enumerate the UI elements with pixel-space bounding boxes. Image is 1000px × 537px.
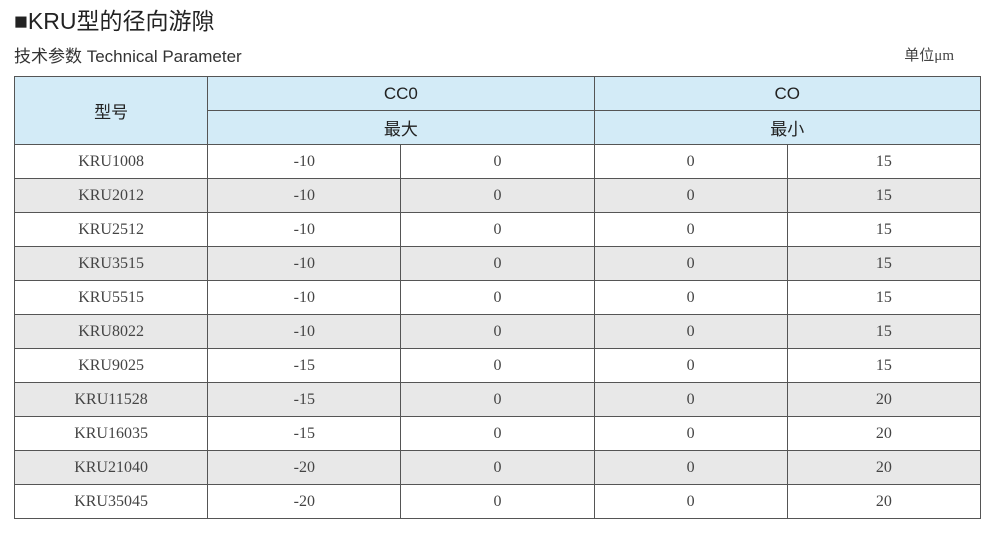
model-cell: KRU2012 (13, 178, 209, 213)
model-cell: KRU9025 (13, 348, 209, 383)
model-cell: KRU35045 (13, 484, 209, 519)
table-row: KRU21040 -20 0 0 20 (13, 450, 982, 485)
table-row: KRU9025 -15 0 0 15 (13, 348, 982, 383)
value-cell: -15 (207, 382, 402, 417)
value-cell: -10 (207, 314, 402, 349)
table-row: KRU11528 -15 0 0 20 (13, 382, 982, 417)
value-cell: 0 (593, 280, 788, 315)
value-cell: 15 (786, 314, 982, 349)
value-cell: 0 (400, 348, 595, 383)
model-cell: KRU2512 (13, 212, 209, 247)
table-row: KRU3515 -10 0 0 15 (13, 246, 982, 281)
value-cell: 0 (593, 484, 788, 519)
value-cell: -10 (207, 246, 402, 281)
value-cell: 0 (400, 416, 595, 451)
value-cell: 0 (400, 212, 595, 247)
value-cell: -10 (207, 144, 402, 179)
value-cell: 0 (400, 246, 595, 281)
value-cell: -15 (207, 416, 402, 451)
header-cc0-max: 最大 (207, 110, 595, 145)
value-cell: 20 (786, 450, 982, 485)
header-cc0: CC0 (207, 76, 595, 111)
value-cell: 0 (400, 144, 595, 179)
value-cell: -15 (207, 348, 402, 383)
table-row: KRU8022 -10 0 0 15 (13, 314, 982, 349)
value-cell: 0 (593, 178, 788, 213)
value-cell: 0 (400, 450, 595, 485)
value-cell: 0 (400, 178, 595, 213)
value-cell: 0 (400, 484, 595, 519)
value-cell: 0 (593, 416, 788, 451)
value-cell: -10 (207, 212, 402, 247)
clearance-table: 型号 CC0 CO 最大 最小 KRU1008 -10 0 0 15 KRU2012 -10… (13, 76, 982, 519)
value-cell: -20 (207, 450, 402, 485)
page-title: ■KRU型的径向游隙 (14, 8, 215, 34)
section-subtitle: 技术参数 Technical Parameter (14, 47, 242, 66)
table-row: KRU5515 -10 0 0 15 (13, 280, 982, 315)
table-row: KRU2012 -10 0 0 15 (13, 178, 982, 213)
model-cell: KRU3515 (13, 246, 209, 281)
header-co: CO (593, 76, 982, 111)
value-cell: 0 (593, 212, 788, 247)
value-cell: 15 (786, 246, 982, 281)
value-cell: 0 (593, 348, 788, 383)
value-cell: 0 (400, 280, 595, 315)
table-body: KRU1008 -10 0 0 15 KRU2012 -10 0 0 15 KRU2512 -10 0 0… (13, 144, 982, 519)
table-row: KRU2512 -10 0 0 15 (13, 212, 982, 247)
header-model: 型号 (13, 76, 209, 145)
value-cell: 0 (593, 450, 788, 485)
value-cell: 0 (400, 314, 595, 349)
table-row: KRU1008 -10 0 0 15 (13, 144, 982, 179)
value-cell: -10 (207, 280, 402, 315)
value-cell: 15 (786, 144, 982, 179)
unit-label: 单位μm (904, 48, 954, 64)
table-row: KRU16035 -15 0 0 20 (13, 416, 982, 451)
value-cell: 15 (786, 178, 982, 213)
value-cell: 0 (593, 144, 788, 179)
table-row: KRU35045 -20 0 0 20 (13, 484, 982, 519)
header-co-min: 最小 (593, 110, 982, 145)
value-cell: 15 (786, 348, 982, 383)
value-cell: 15 (786, 212, 982, 247)
value-cell: 0 (593, 246, 788, 281)
value-cell: 0 (593, 382, 788, 417)
value-cell: -20 (207, 484, 402, 519)
value-cell: 20 (786, 382, 982, 417)
model-cell: KRU8022 (13, 314, 209, 349)
value-cell: 15 (786, 280, 982, 315)
value-cell: 0 (593, 314, 788, 349)
model-cell: KRU1008 (13, 144, 209, 179)
model-cell: KRU11528 (13, 382, 209, 417)
value-cell: 20 (786, 416, 982, 451)
value-cell: -10 (207, 178, 402, 213)
value-cell: 20 (786, 484, 982, 519)
model-cell: KRU16035 (13, 416, 209, 451)
value-cell: 0 (400, 382, 595, 417)
model-cell: KRU21040 (13, 450, 209, 485)
model-cell: KRU5515 (13, 280, 209, 315)
